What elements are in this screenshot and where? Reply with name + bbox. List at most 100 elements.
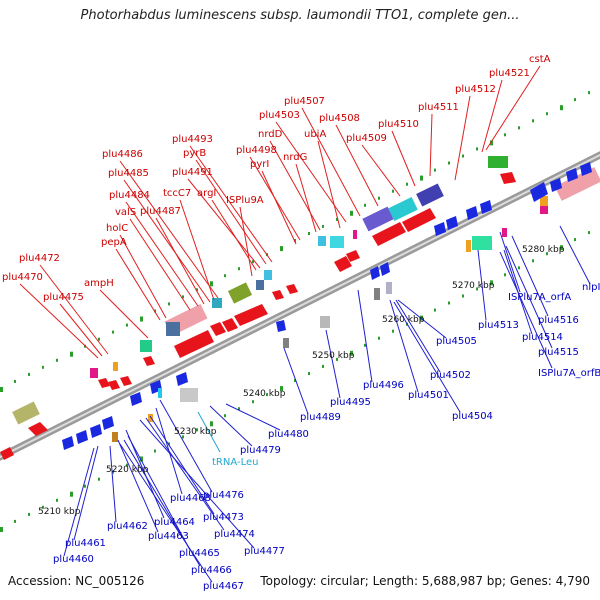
gene-arrow[interactable]	[380, 262, 390, 276]
gene-arrow[interactable]	[402, 208, 436, 232]
gene-label[interactable]: plu4507	[284, 96, 325, 107]
gene-block[interactable]	[166, 322, 180, 336]
gene-block[interactable]	[416, 183, 444, 207]
gene-arrow[interactable]	[346, 250, 360, 262]
gene-block[interactable]	[113, 362, 118, 371]
gene-block[interactable]	[330, 236, 344, 248]
gene-block[interactable]	[12, 401, 40, 425]
gene-block[interactable]	[318, 236, 326, 246]
gene-label[interactable]: plu4464	[154, 517, 195, 528]
gene-label[interactable]: plu4462	[107, 521, 148, 532]
gene-arrow[interactable]	[108, 380, 120, 390]
gene-arrow[interactable]	[434, 222, 446, 236]
gene-label[interactable]: plu4511	[418, 102, 459, 113]
gene-label[interactable]: pyrI	[250, 159, 269, 170]
gene-block[interactable]	[227, 282, 253, 304]
gene-label[interactable]: plu4470	[2, 272, 43, 283]
gene-label[interactable]: nrdG	[283, 152, 307, 163]
gene-label[interactable]: plu4487	[140, 206, 181, 217]
gene-label[interactable]: cstA	[529, 54, 551, 65]
gene-arrow[interactable]	[370, 266, 380, 280]
gene-arrow[interactable]	[480, 200, 492, 214]
gene-label[interactable]: plu4513	[478, 320, 519, 331]
gene-label[interactable]: plu4515	[538, 347, 579, 358]
gene-label[interactable]: plu4505	[436, 336, 477, 347]
gene-arrow[interactable]	[143, 356, 155, 366]
gene-label[interactable]: plu4503	[259, 110, 300, 121]
gene-arrow[interactable]	[566, 168, 578, 182]
gene-arrow[interactable]	[222, 318, 238, 332]
gene-block[interactable]	[386, 282, 392, 294]
gene-arrow[interactable]	[90, 424, 102, 438]
gene-arrow[interactable]	[102, 416, 114, 430]
gene-label[interactable]: plu4461	[65, 538, 106, 549]
gene-label[interactable]: tccC7	[163, 188, 191, 199]
gene-label[interactable]: plu4489	[300, 412, 341, 423]
gene-arrow[interactable]	[272, 290, 284, 300]
gene-label[interactable]: plu4484	[109, 190, 150, 201]
gene-arrow[interactable]	[0, 447, 14, 460]
gene-label[interactable]: plu4472	[19, 253, 60, 264]
trna-label[interactable]: tRNA-Leu	[212, 457, 258, 468]
gene-label[interactable]: nrdD	[258, 129, 283, 140]
gene-arrow[interactable]	[286, 284, 298, 294]
gene-label[interactable]: ampH	[84, 278, 114, 289]
gene-arrow[interactable]	[210, 322, 226, 336]
gene-block[interactable]	[212, 298, 222, 308]
gene-label[interactable]: valS	[115, 207, 136, 218]
gene-arrow[interactable]	[76, 430, 88, 444]
gene-block[interactable]	[540, 196, 548, 206]
gene-block[interactable]	[466, 240, 471, 252]
gene-arrow[interactable]	[62, 436, 74, 450]
gene-label[interactable]: ISPlu7A_orfA	[508, 292, 571, 303]
gene-label[interactable]: plu4501	[408, 390, 449, 401]
gene-label[interactable]: plu4502	[430, 370, 471, 381]
gene-label[interactable]: argI	[197, 188, 216, 199]
gene-label[interactable]: holC	[106, 223, 128, 234]
gene-label[interactable]: plu4504	[452, 411, 493, 422]
gene-label[interactable]: ISPlu7A_orfB	[538, 368, 600, 379]
gene-label[interactable]: plu4468	[170, 493, 211, 504]
gene-block[interactable]	[180, 388, 198, 402]
gene-block[interactable]	[554, 167, 600, 201]
gene-arrow[interactable]	[174, 330, 214, 358]
gene-label[interactable]: plu4512	[455, 84, 496, 95]
gene-block[interactable]	[472, 236, 492, 250]
gene-label[interactable]: plu4521	[489, 68, 530, 79]
gene-label[interactable]: plu4495	[330, 397, 371, 408]
gene-block[interactable]	[502, 228, 507, 237]
gene-label[interactable]: plu4486	[102, 149, 143, 160]
gene-label[interactable]: ubiA	[304, 129, 326, 140]
gene-block[interactable]	[112, 432, 118, 442]
gene-block[interactable]	[140, 340, 152, 352]
gene-arrow[interactable]	[580, 162, 592, 176]
gene-arrow[interactable]	[500, 172, 516, 184]
gene-label[interactable]: pepA	[101, 237, 127, 248]
gene-block[interactable]	[540, 206, 548, 214]
gene-label[interactable]: plu4475	[43, 292, 84, 303]
gene-label[interactable]: plu4496	[363, 380, 404, 391]
gene-label[interactable]: nlpI	[582, 282, 600, 293]
gene-label[interactable]: plu4460	[53, 554, 94, 565]
gene-arrow[interactable]	[234, 304, 268, 326]
gene-arrow[interactable]	[550, 178, 562, 192]
gene-label[interactable]: plu4508	[319, 113, 360, 124]
gene-block[interactable]	[374, 288, 380, 300]
gene-label[interactable]: plu4510	[378, 119, 419, 130]
gene-arrow[interactable]	[176, 372, 188, 386]
gene-arrow[interactable]	[466, 206, 478, 220]
gene-label[interactable]: plu4485	[108, 168, 149, 179]
gene-label[interactable]: pyrB	[183, 148, 206, 159]
gene-block[interactable]	[320, 316, 330, 328]
gene-label[interactable]: plu4479	[240, 445, 281, 456]
gene-label[interactable]: plu4476	[203, 490, 244, 501]
gene-label[interactable]: plu4473	[203, 512, 244, 523]
gene-arrow[interactable]	[130, 392, 142, 406]
gene-block[interactable]	[488, 156, 508, 168]
gene-block[interactable]	[90, 368, 98, 378]
gene-label[interactable]: plu4466	[191, 565, 232, 576]
gene-block[interactable]	[158, 388, 162, 398]
gene-label[interactable]: plu4467	[203, 581, 244, 592]
gene-block[interactable]	[388, 197, 418, 221]
gene-label[interactable]: plu4493	[172, 134, 213, 145]
